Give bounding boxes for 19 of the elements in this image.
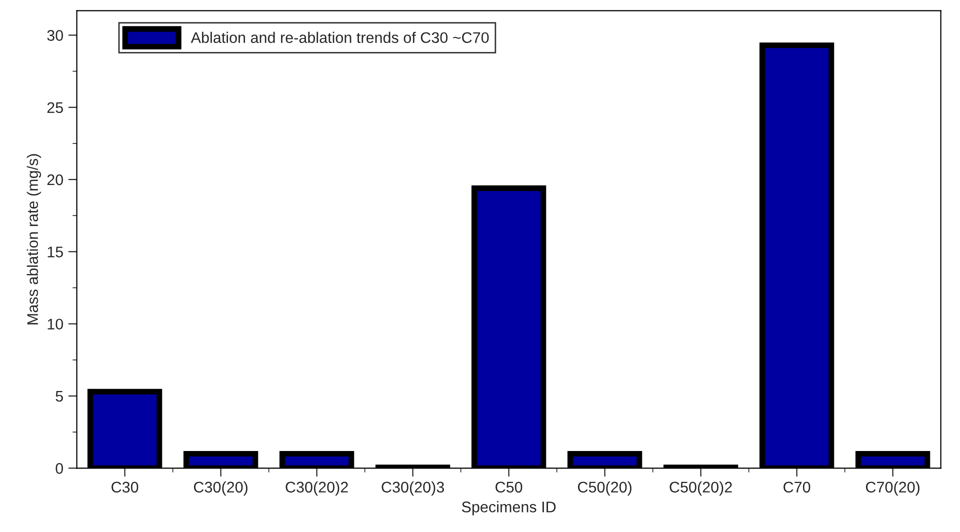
x-tick-label: C30(20) <box>194 481 248 496</box>
y-tick-label: 20 <box>47 174 64 186</box>
y-tick-label: 5 <box>56 391 63 402</box>
y-tick-label: 10 <box>48 318 64 330</box>
x-axis-title: Specimens ID <box>462 501 556 516</box>
x-tick-label: C50 <box>496 482 522 493</box>
y-tick-label: 30 <box>47 30 64 41</box>
y-tick-label: 25 <box>47 102 63 114</box>
x-tick-label: C70 <box>784 482 810 493</box>
x-tick-label: C30(20)2 <box>286 481 348 496</box>
x-tick-label: C30(20)3 <box>382 481 444 496</box>
x-tick-label: C50(20)2 <box>670 481 732 496</box>
y-axis-title: Mass ablation rate (mg/s) <box>26 154 42 324</box>
y-tick-label: 0 <box>56 463 64 474</box>
x-tick-label: C70(20) <box>866 481 920 496</box>
legend-label: Ablation and re-ablation trends of C30 ~C70 <box>190 32 489 44</box>
x-tick-label: C30 <box>112 482 138 493</box>
x-tick-label: C50(20) <box>578 481 632 496</box>
y-tick-label: 15 <box>48 246 63 258</box>
